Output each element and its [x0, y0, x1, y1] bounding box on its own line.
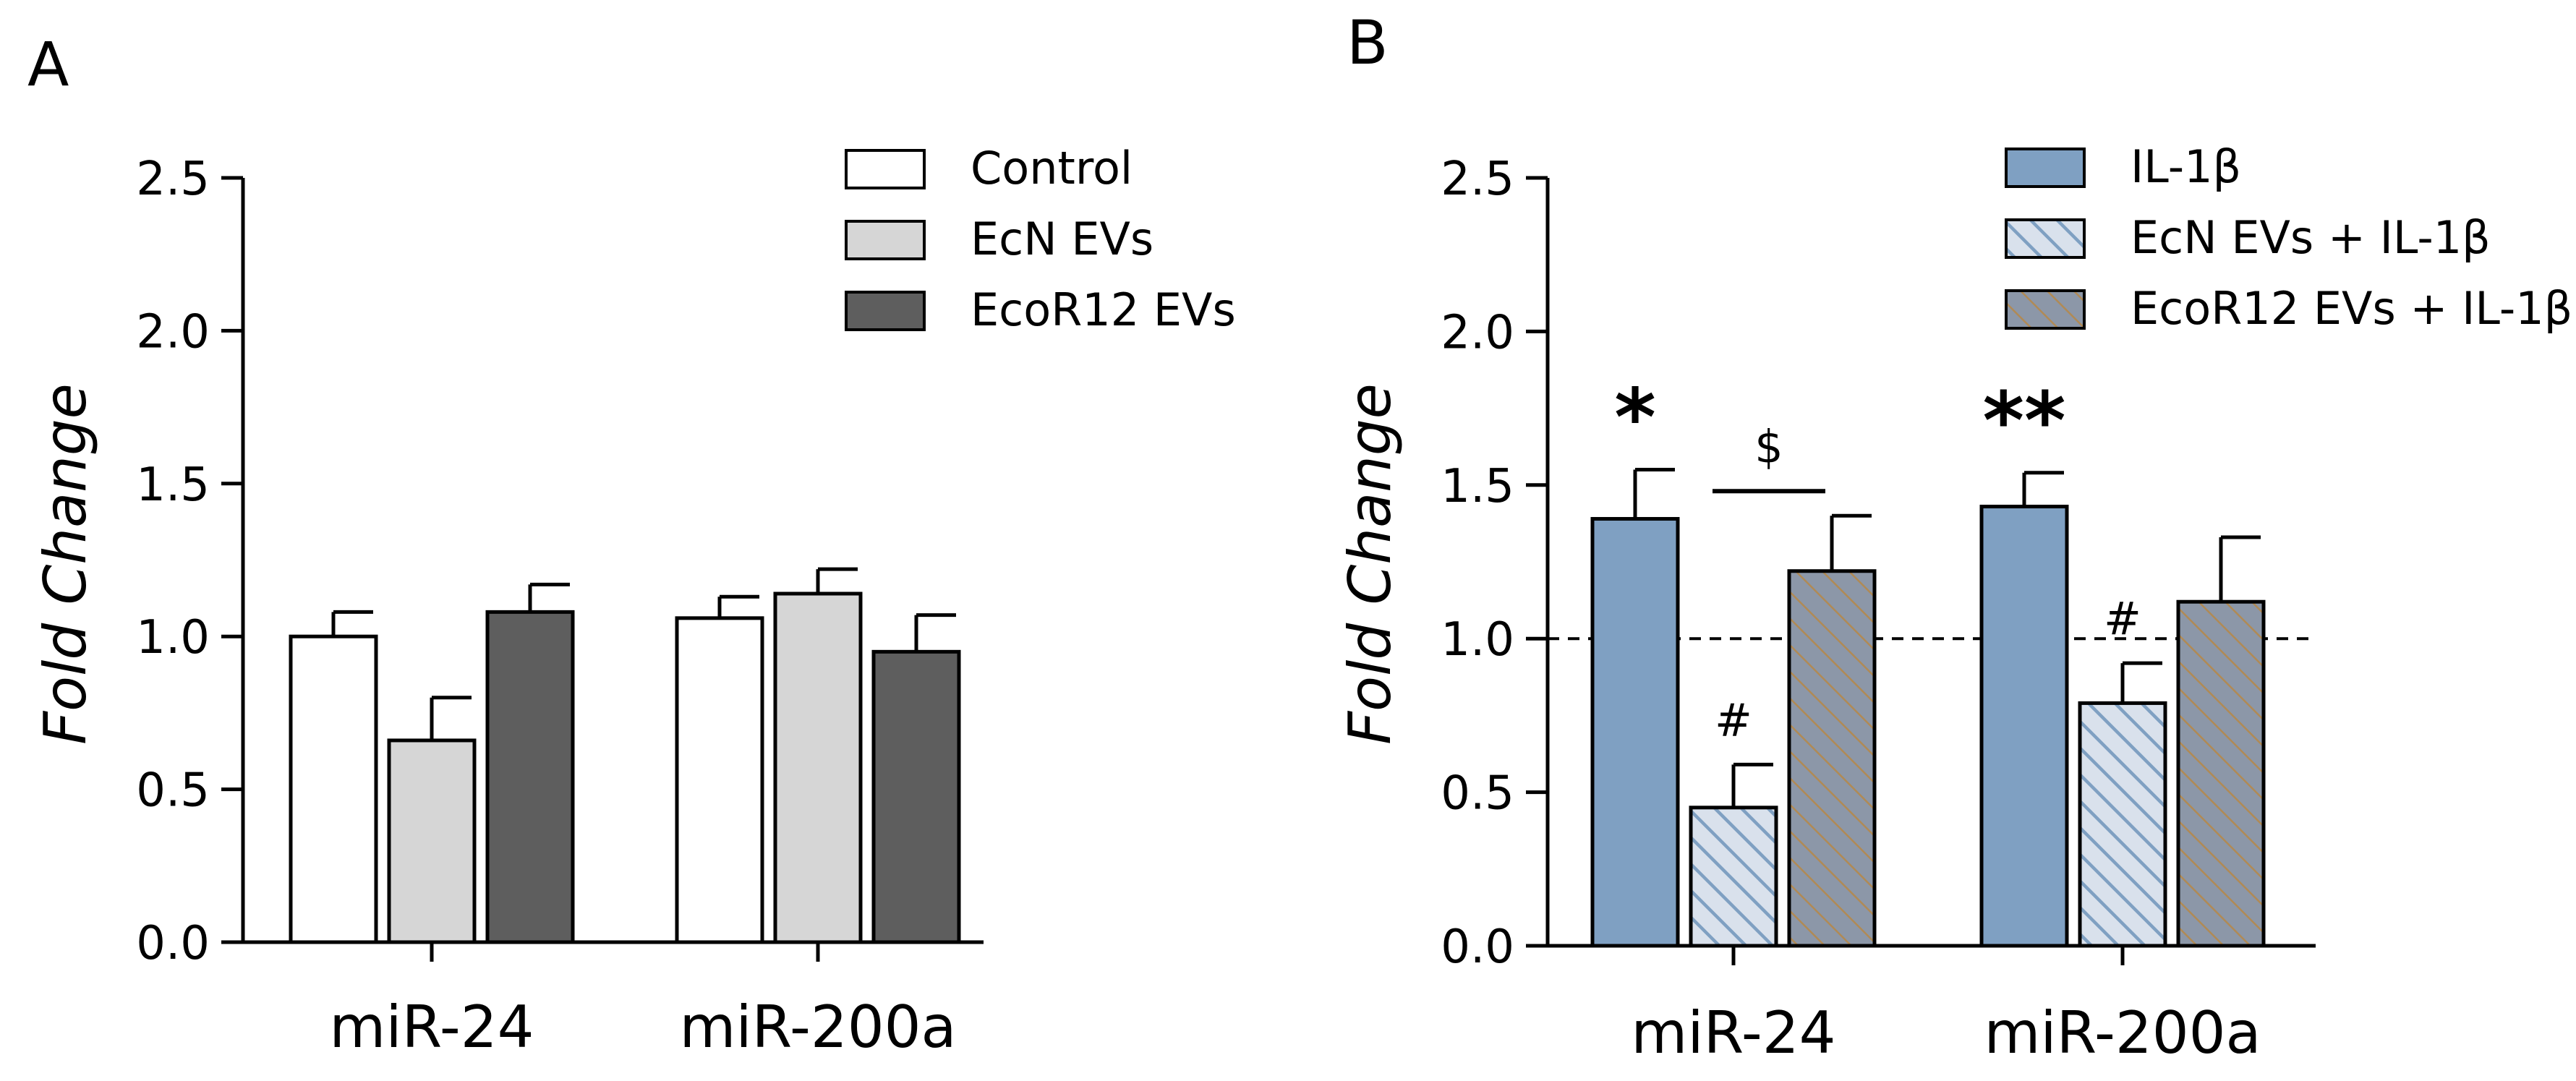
panel-b-legend-label: EcN EVs + IL-1β	[2131, 211, 2491, 264]
panel-b-y-tick-label: 0.0	[1441, 920, 1514, 974]
panel-b-bar	[1590, 517, 1680, 948]
panel-b-legend-swatch	[2005, 148, 2086, 188]
panel-b-legend-swatch	[2005, 289, 2086, 330]
panel-a-legend-swatch	[845, 149, 926, 189]
panel-b-y-tick-label: 2.5	[1441, 153, 1514, 206]
panel-a-legend-label: EcN EVs	[971, 213, 1153, 265]
panel-a-legend: Control EcN EVs EcoR12 EVs	[845, 142, 1236, 336]
panel-a-y-tick-label: 0.5	[136, 764, 210, 818]
panel-b-bar	[2176, 599, 2266, 948]
panel-b-bars	[1590, 468, 2266, 948]
panel-b-y-tick-label: 0.5	[1441, 767, 1514, 821]
panel-b-chart: B Fold Change 0.00.51.01.52.02.5 *#$ **# …	[1336, 7, 2572, 1067]
panel-b-y-tick-label: 1.0	[1441, 613, 1514, 667]
panel-b-axes	[1545, 178, 2316, 948]
panel-a-y-axis-label: Fold Change	[32, 383, 99, 745]
panel-a-x-tick-label: miR-24	[329, 994, 534, 1061]
panel-a-legend-swatch	[845, 220, 926, 260]
panel-b-letter: B	[1347, 7, 1389, 78]
panel-b-y-axis-label: Fold Change	[1336, 383, 1404, 745]
panel-b-y-tick-label: 1.5	[1441, 460, 1514, 513]
panel-b-x-tick-label: miR-24	[1631, 999, 1835, 1067]
panel-a-chart: A Fold Change 0.00.51.01.52.02.5 miR-24 m…	[27, 29, 1236, 1061]
panel-b-bar	[1689, 806, 1778, 948]
panel-b-annotation-hash: #	[2104, 592, 2141, 645]
panel-a-axes	[241, 178, 984, 944]
panel-b-annotation-hash: #	[1715, 693, 1752, 746]
panel-a-letter: A	[27, 29, 69, 100]
panel-a-y-tick-label: 1.5	[136, 458, 210, 512]
panel-b-annotation-star: *	[1614, 372, 1656, 464]
panel-b-annotations: * # $ ** #	[1614, 372, 2141, 747]
panel-a-y-tick-label: 1.0	[136, 611, 210, 665]
panel-a-y-ticks: 0.0 0.5 1.0 1.5 2.0 2.5	[136, 153, 243, 970]
panel-b-annotation-dollar: $	[1754, 420, 1783, 473]
panel-a-bars	[289, 567, 961, 944]
panel-a-bar	[675, 616, 764, 944]
panel-b-legend-label: EcoR12 EVs + IL-1β	[2131, 282, 2572, 335]
panel-b-y-ticks: 0.0 0.5 1.0 1.5 2.0 2.5	[1441, 153, 1548, 974]
panel-a-y-tick-label: 0.0	[136, 917, 210, 970]
panel-b-category-labels: miR-24 miR-200a	[1631, 946, 2261, 1067]
panel-a-legend-swatch	[845, 291, 926, 331]
panel-a-bar	[773, 591, 863, 944]
panel-b-legend-label: IL-1β	[2131, 140, 2241, 193]
panel-a-y-tick-label: 2.5	[136, 153, 210, 206]
panel-b-bar	[1787, 569, 1877, 948]
panel-b-legend-swatch	[2005, 218, 2086, 259]
panel-a-legend-label: Control	[971, 142, 1133, 195]
panel-a-bar	[387, 738, 477, 944]
panel-b-x-tick-label: miR-200a	[1984, 999, 2261, 1067]
panel-a-bar	[871, 649, 961, 944]
panel-b-bar	[2078, 701, 2167, 948]
panel-b-y-tick-label: 2.0	[1441, 306, 1514, 359]
panel-a-bar	[289, 634, 378, 944]
panel-b-bar	[1979, 505, 2069, 948]
panel-a-x-tick-label: miR-200a	[679, 994, 956, 1061]
panel-a-category-labels: miR-24 miR-200a	[329, 942, 957, 1061]
panel-b-legend: IL-1β EcN EVs + IL-1β EcoR12 EVs + IL-1β	[2005, 140, 2572, 335]
panel-a-y-tick-label: 2.0	[136, 305, 210, 359]
panel-a-bar	[485, 610, 575, 944]
panel-b-annotation-star: **	[1982, 375, 2065, 467]
panel-a-legend-label: EcoR12 EVs	[971, 283, 1236, 336]
